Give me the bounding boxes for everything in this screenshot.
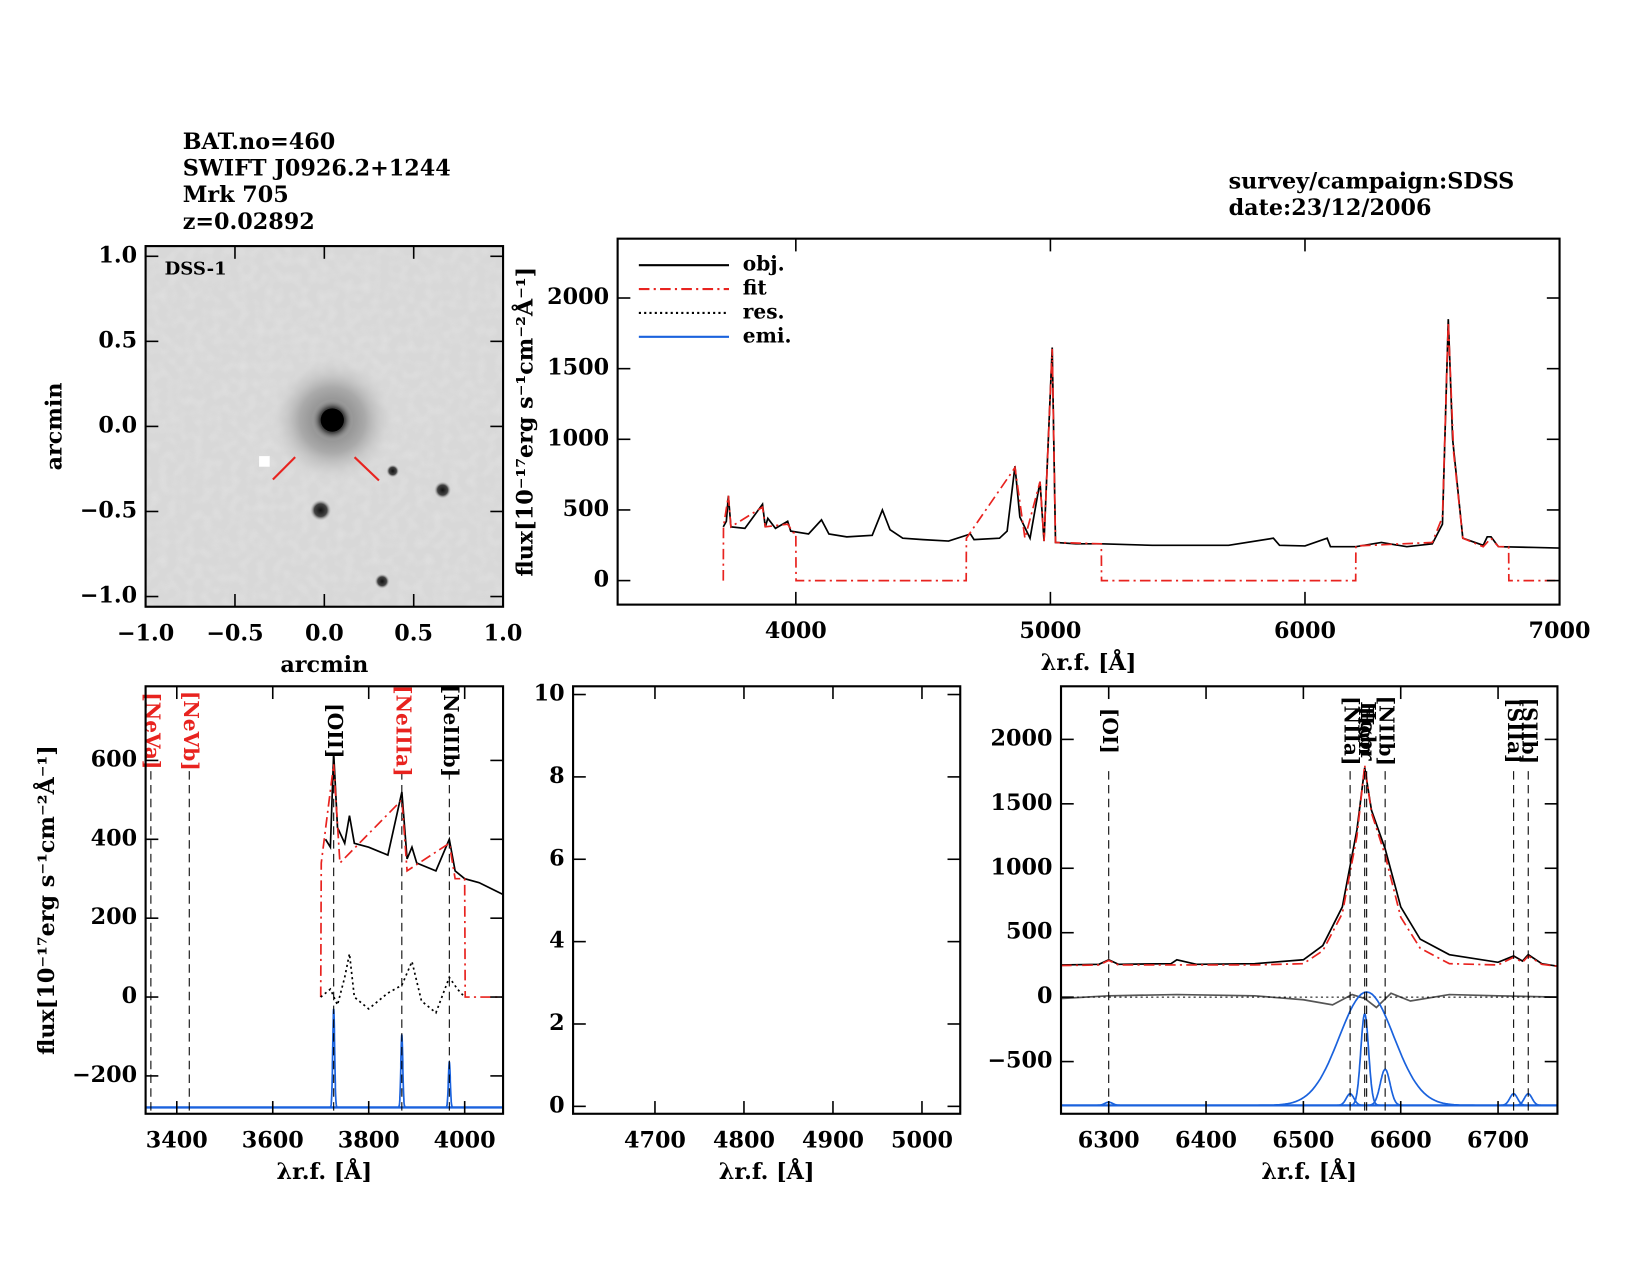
x-tick-label: 4700 xyxy=(624,1127,686,1153)
y-tick-label: −500 xyxy=(987,1048,1052,1074)
y-tick-label: 500 xyxy=(1006,919,1052,945)
y-tick-label: 0.5 xyxy=(98,327,137,353)
y-tick-label: 2000 xyxy=(991,725,1053,751)
y-tick-label: 1.0 xyxy=(98,242,137,268)
legend-label: fit xyxy=(743,276,768,300)
line-label: [NeVa] xyxy=(140,692,164,769)
y-tick-label: 1000 xyxy=(547,425,609,451)
line-label: [NeIIIb] xyxy=(439,685,463,778)
y-tick-label: 0 xyxy=(1037,983,1053,1009)
survey: survey/campaign:SDSS xyxy=(1229,168,1515,194)
spectrum-line xyxy=(1060,992,1558,1009)
x-tick-label: 5000 xyxy=(891,1127,953,1153)
x-tick-label: 7000 xyxy=(1529,618,1591,644)
spectrum-line xyxy=(319,764,504,998)
x-tick-label: 6000 xyxy=(1274,618,1336,644)
y-tick-label: 6 xyxy=(549,845,565,871)
line-label: Hαbr xyxy=(1356,701,1380,761)
spectrum-line xyxy=(320,953,466,1015)
line-label: [NIIa] xyxy=(1340,696,1364,765)
y-tick-label: 500 xyxy=(563,496,609,522)
x-tick-label: 6700 xyxy=(1467,1127,1529,1153)
y-tick-label: 1500 xyxy=(547,355,609,381)
x-axis-label: λr.f. [Å] xyxy=(1261,1158,1357,1185)
spectrum-line xyxy=(722,322,1560,582)
x-tick-label: 3400 xyxy=(146,1127,208,1153)
y-tick-label: 0 xyxy=(594,567,610,593)
x-tick-label: 4000 xyxy=(434,1127,496,1153)
x-tick-label: 4900 xyxy=(802,1127,864,1153)
spectrum-line xyxy=(1060,765,1558,968)
y-axis-label: arcmin xyxy=(41,382,67,470)
y-axis-label: flux[10⁻¹⁷erg s⁻¹cm⁻²Å⁻¹] xyxy=(33,745,60,1055)
x-tick-label: −0.5 xyxy=(206,620,263,646)
header-line: SWIFT J0926.2+1244 xyxy=(183,156,451,182)
y-axis-label: flux[10⁻¹⁷erg s⁻¹cm⁻²Å⁻¹] xyxy=(511,267,538,577)
y-tick-label: 8 xyxy=(549,763,565,789)
image-label: DSS-1 xyxy=(165,258,227,279)
y-tick-label: 0.0 xyxy=(98,412,137,438)
y-tick-label: 400 xyxy=(91,825,137,851)
y-tick-label: 1500 xyxy=(991,790,1053,816)
x-tick-label: 4000 xyxy=(765,618,827,644)
y-tick-label: 600 xyxy=(91,746,137,772)
spectrum-line xyxy=(1060,767,1558,968)
line-label: [NeIIIa] xyxy=(391,685,415,777)
y-tick-label: 0 xyxy=(122,983,137,1009)
header-line: Mrk 705 xyxy=(183,182,289,208)
x-tick-label: 6500 xyxy=(1272,1127,1334,1153)
date: date:23/12/2006 xyxy=(1229,195,1432,221)
line-label: [OII] xyxy=(323,703,347,758)
x-tick-label: 4800 xyxy=(713,1127,775,1153)
x-tick-label: 6600 xyxy=(1370,1127,1432,1153)
x-tick-label: 1.0 xyxy=(484,620,523,646)
line-label: [NIIb] xyxy=(1375,696,1399,766)
y-tick-label: −1.0 xyxy=(80,583,137,609)
line-label: [OI] xyxy=(1098,708,1122,754)
plot-frame xyxy=(572,685,962,1115)
line-label: Hαn xyxy=(1354,706,1378,756)
x-tick-label: 0.5 xyxy=(394,620,433,646)
x-tick-label: −1.0 xyxy=(117,620,174,646)
line-label: [SIIa] xyxy=(1503,698,1527,764)
x-tick-label: 6300 xyxy=(1078,1127,1140,1153)
emission-component xyxy=(1365,1068,1405,1107)
legend-label: emi. xyxy=(743,323,792,347)
y-tick-label: 200 xyxy=(91,904,137,930)
y-tick-label: 4 xyxy=(549,928,565,954)
line-label: [NeVb] xyxy=(179,691,203,771)
x-axis-label: arcmin xyxy=(280,652,368,678)
y-tick-label: 1000 xyxy=(991,854,1053,880)
y-tick-label: 2 xyxy=(549,1010,565,1036)
legend-label: obj. xyxy=(743,252,785,276)
plot-frame xyxy=(616,237,1561,606)
x-axis-label: λr.f. [Å] xyxy=(276,1158,372,1185)
x-tick-label: 3600 xyxy=(242,1127,304,1153)
x-tick-label: 6400 xyxy=(1175,1127,1237,1153)
y-tick-label: −200 xyxy=(72,1062,137,1088)
plot-frame xyxy=(1059,685,1559,1115)
x-axis-label: λr.f. [Å] xyxy=(719,1158,815,1185)
spectrum-line xyxy=(722,319,1560,549)
y-tick-label: 2000 xyxy=(547,284,609,310)
header-line: z=0.02892 xyxy=(183,209,315,235)
line-label: [SIIb] xyxy=(1518,698,1542,765)
y-tick-label: 10 xyxy=(534,681,565,707)
x-tick-label: 5000 xyxy=(1019,618,1081,644)
header-line: BAT.no=460 xyxy=(183,129,335,155)
x-axis-label: λr.f. [Å] xyxy=(1041,649,1137,676)
y-tick-label: 0 xyxy=(549,1092,565,1118)
sky-image xyxy=(145,246,504,607)
x-tick-label: 0.0 xyxy=(305,620,344,646)
x-tick-label: 3800 xyxy=(338,1127,400,1153)
plot-frame xyxy=(144,685,505,1115)
legend-label: res. xyxy=(743,299,785,323)
y-tick-label: −0.5 xyxy=(80,497,137,523)
